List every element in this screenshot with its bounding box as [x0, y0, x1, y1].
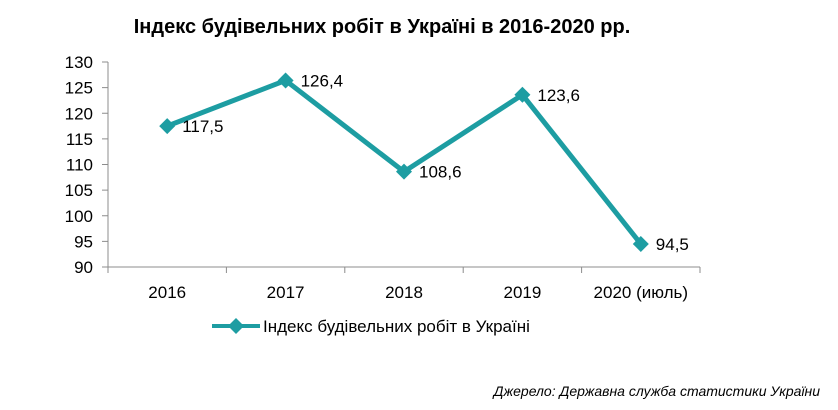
y-tick-label: 125 [65, 79, 93, 98]
data-point-marker [159, 118, 176, 135]
x-tick-label: 2016 [148, 283, 186, 302]
x-axis-ticks: 2016 2017 2018 2019 2020 (июль) [107, 267, 701, 302]
source-note: Джерело: Державна служба статистики Укра… [492, 383, 821, 399]
data-label: 94,5 [656, 235, 689, 254]
y-axis-ticks: 90 95 100 105 110 115 120 125 130 [65, 53, 108, 277]
y-tick-label: 130 [65, 53, 93, 72]
data-label: 123,6 [537, 86, 580, 105]
data-point-marker [632, 235, 649, 252]
y-tick-label: 100 [65, 207, 93, 226]
legend-marker-diamond-icon [228, 318, 244, 334]
chart-title: Індекс будівельних робіт в Україні в 201… [134, 16, 631, 38]
x-tick-label: 2018 [385, 283, 423, 302]
x-tick-label: 2020 (июль) [594, 283, 689, 302]
data-label: 117,5 [182, 117, 223, 136]
y-tick-label: 105 [65, 181, 93, 200]
legend-label: Індекс будівельних робіт в Україні [263, 317, 530, 336]
series-line [164, 77, 644, 247]
x-tick-label: 2019 [503, 283, 541, 302]
y-tick-label: 120 [65, 104, 93, 123]
plot-area: 117,5 126,4 108,6 123,6 94,5 [159, 71, 689, 254]
y-tick-label: 90 [74, 258, 93, 277]
data-point-marker [396, 163, 412, 180]
y-tick-label: 95 [74, 232, 93, 251]
data-point-marker [277, 72, 294, 89]
data-label: 108,6 [419, 163, 462, 182]
x-tick-label: 2017 [267, 283, 305, 302]
y-tick-label: 115 [66, 130, 93, 149]
y-tick-label: 110 [66, 156, 93, 175]
data-label: 126,4 [301, 71, 344, 90]
legend: Індекс будівельних робіт в Україні [212, 317, 530, 336]
data-point-marker [514, 86, 531, 103]
